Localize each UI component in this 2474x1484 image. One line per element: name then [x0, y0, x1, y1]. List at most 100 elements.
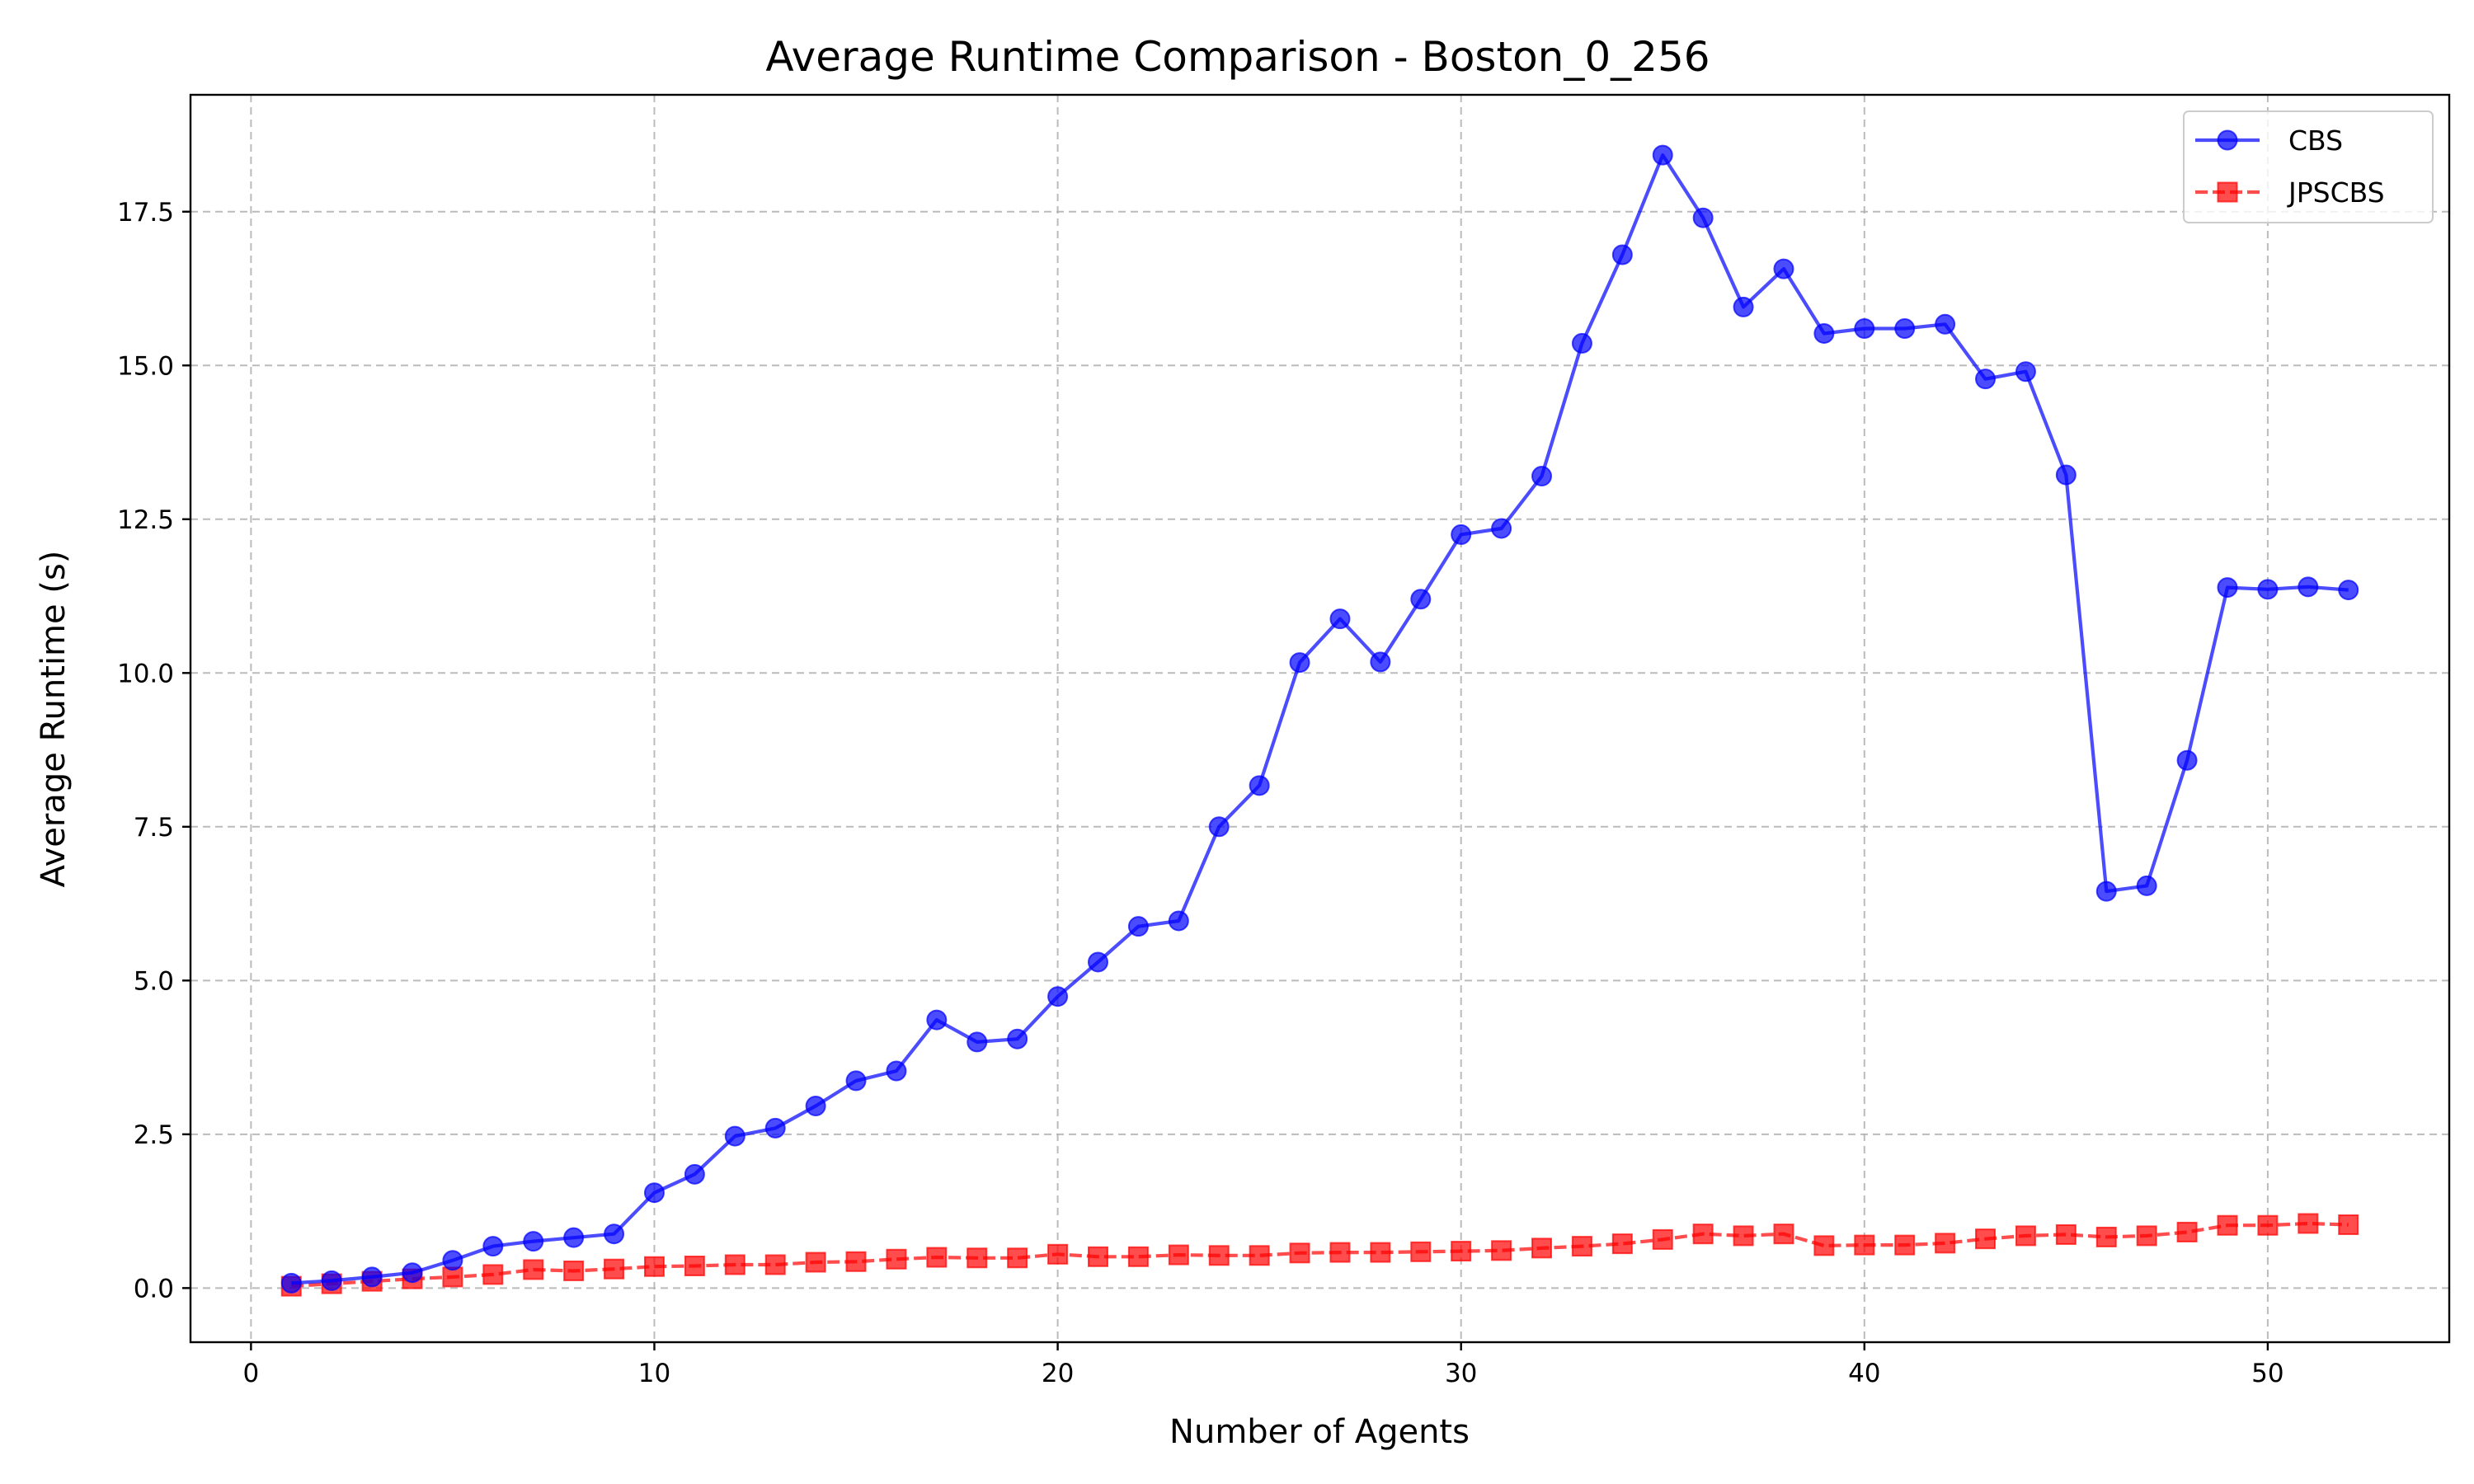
data-point	[1894, 1234, 1916, 1256]
legend-label: CBS	[2288, 124, 2343, 157]
data-point	[1935, 313, 1956, 335]
data-point	[1692, 207, 1714, 228]
data-point	[2136, 875, 2157, 896]
data-point	[2338, 580, 2359, 601]
data-point	[845, 1251, 867, 1272]
data-point	[886, 1060, 907, 1082]
data-point	[724, 1125, 745, 1147]
plot-frame	[189, 93, 2451, 1344]
data-point	[1813, 322, 1835, 344]
y-tick-label: 0.0	[134, 1274, 174, 1303]
data-point	[2015, 1225, 2036, 1247]
legend-swatch-marker	[2217, 129, 2238, 151]
data-point	[2055, 464, 2077, 486]
series-layer	[280, 144, 2359, 1297]
series-line-cbs	[291, 153, 2349, 1285]
data-point	[2095, 881, 2117, 902]
data-point	[402, 1262, 423, 1284]
data-point	[1127, 916, 1149, 937]
data-point	[684, 1255, 705, 1276]
data-point	[1168, 910, 1189, 932]
data-point	[1813, 1235, 1835, 1256]
data-point	[1854, 318, 1875, 340]
data-point	[1975, 369, 1997, 390]
data-point	[1571, 1236, 1592, 1257]
data-point	[886, 1248, 907, 1270]
data-point	[684, 1163, 705, 1185]
data-point	[1491, 518, 1512, 539]
y-tick-label: 15.0	[117, 351, 174, 381]
data-point	[1410, 589, 1432, 610]
data-point	[1329, 608, 1351, 630]
data-point	[1168, 1244, 1189, 1266]
data-point	[1935, 1233, 1956, 1254]
chart-title: Average Runtime Comparison - Boston_0_25…	[765, 33, 1710, 81]
data-point	[2095, 1226, 2117, 1247]
data-point	[1127, 1246, 1149, 1267]
data-point	[442, 1250, 463, 1271]
data-point	[563, 1227, 585, 1248]
x-tick-label: 0	[242, 1359, 259, 1388]
data-point	[2298, 1213, 2319, 1234]
x-tick-label: 40	[1848, 1359, 1880, 1388]
legend-item-cbs: CBS	[2195, 124, 2343, 157]
data-point	[1571, 332, 1592, 354]
y-tick-label: 5.0	[134, 966, 174, 996]
data-point	[2257, 579, 2279, 600]
data-point	[1451, 524, 1472, 545]
y-tick-label: 2.5	[134, 1120, 174, 1150]
legend-label: JPSCBS	[2287, 176, 2385, 209]
data-point	[1773, 258, 1794, 279]
data-point	[1733, 1225, 1754, 1247]
data-point	[1894, 318, 1916, 340]
data-point	[280, 1272, 302, 1294]
data-point	[1289, 1242, 1310, 1264]
data-point	[2217, 577, 2238, 599]
data-point	[1611, 244, 1633, 265]
data-point	[967, 1247, 988, 1269]
x-tick-label: 30	[1445, 1359, 1477, 1388]
data-point	[764, 1254, 786, 1275]
data-point	[1733, 296, 1754, 317]
data-point	[2257, 1214, 2279, 1236]
y-tick-label: 7.5	[134, 813, 174, 843]
data-point	[1087, 1246, 1108, 1267]
data-point	[1249, 1245, 1270, 1266]
x-tick-label: 50	[2251, 1359, 2284, 1388]
data-point	[1208, 1245, 1230, 1266]
data-point	[1249, 775, 1270, 796]
series-jpscbs	[280, 1213, 2359, 1297]
data-point	[1652, 1228, 1673, 1250]
data-point	[926, 1009, 948, 1031]
data-point	[1611, 1233, 1633, 1255]
data-point	[764, 1117, 786, 1139]
data-point	[2055, 1223, 2077, 1245]
data-point	[1692, 1223, 1714, 1245]
x-tick-label: 20	[1042, 1359, 1074, 1388]
data-point	[2015, 361, 2036, 383]
data-point	[724, 1254, 745, 1275]
data-point	[2176, 1221, 2198, 1242]
data-point	[2136, 1225, 2157, 1247]
data-point	[2217, 1214, 2238, 1236]
data-point	[482, 1264, 504, 1285]
legend-item-jpscbs: JPSCBS	[2195, 176, 2385, 209]
data-point	[2298, 576, 2319, 598]
data-point	[805, 1096, 826, 1117]
data-point	[1531, 1237, 1553, 1259]
data-point	[1975, 1228, 1997, 1250]
data-point	[482, 1236, 504, 1257]
data-point	[1410, 1241, 1432, 1262]
data-point	[1007, 1028, 1028, 1050]
data-point	[1047, 986, 1069, 1007]
y-tick-label: 17.5	[117, 198, 174, 228]
data-point	[1370, 1242, 1391, 1263]
y-tick-label: 10.0	[117, 659, 174, 688]
axis-ticks: 0 10 20 30 40 50 0.0 2.5 5.0 7.5 10.0 12.5 15.0 17.5	[117, 198, 2284, 1388]
data-point	[1451, 1241, 1472, 1262]
grid-lines	[190, 95, 2449, 1342]
data-point	[563, 1260, 585, 1281]
series-cbs	[280, 144, 2359, 1294]
